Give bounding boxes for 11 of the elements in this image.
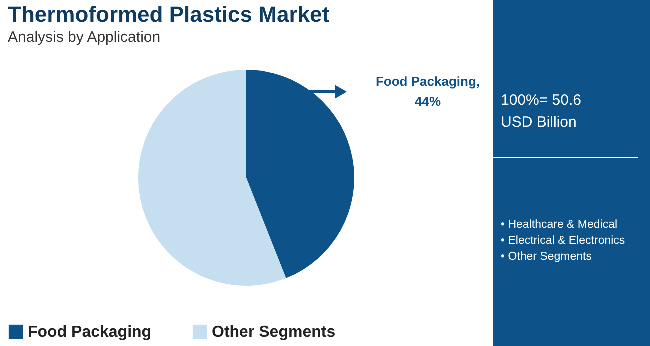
legend-label: Food Packaging bbox=[28, 324, 152, 341]
pie-slice bbox=[246, 70, 354, 278]
chart-subtitle: Analysis by Application bbox=[8, 29, 161, 46]
text: • Other Segments bbox=[501, 250, 593, 265]
text: • Healthcare & Medical bbox=[501, 218, 619, 233]
chart-title: Thermoformed Plastics Market bbox=[8, 2, 330, 27]
text: • Electrical & Electronics bbox=[501, 234, 626, 249]
legend-label: Other Segments bbox=[212, 324, 336, 341]
pie-slice bbox=[138, 70, 286, 286]
text: Food Packaging, 44% bbox=[374, 73, 481, 111]
text: 100%= 50.6 USD Billion bbox=[501, 91, 582, 133]
